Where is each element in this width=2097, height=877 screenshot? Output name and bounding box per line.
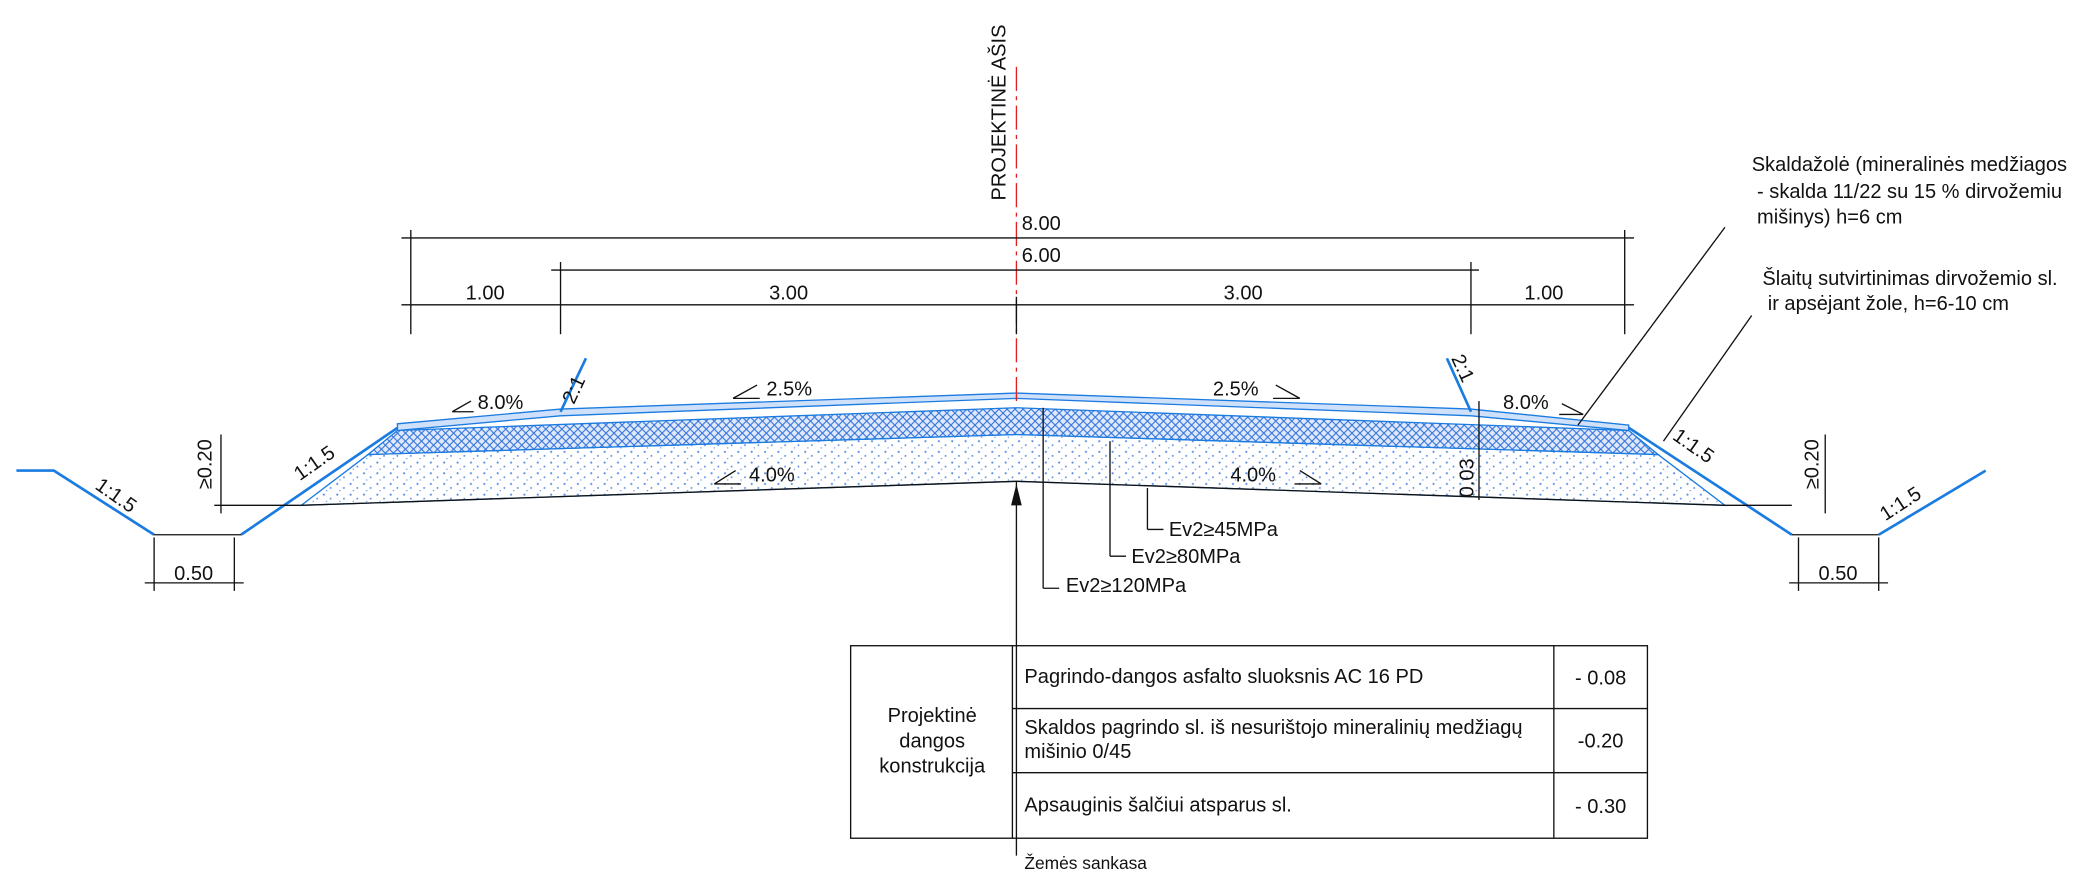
note: - skalda 11/22 su 15 % dirvožemiu [1757,181,2062,203]
table-cell: -0.20 [1578,730,1624,752]
dim: 3.00 [769,282,808,304]
modulus: Ev2≥45MPa [1169,519,1279,541]
slope: 8.0% [478,392,524,414]
slope: 1:1.5 [290,442,339,486]
slope: 1:1.5 [1876,483,1925,526]
modulus: Ev2≥80MPa [1131,546,1241,568]
dim: 1.00 [466,282,505,304]
footer: Žemės sankasa [1024,853,1147,873]
dim: 1.00 [1524,282,1563,304]
slope: 4.0% [1230,464,1276,486]
table-header: dangos [899,730,965,752]
slope: 2:1 [1446,351,1478,386]
modulus: Ev2≥120MPa [1066,575,1187,597]
dim: 6.00 [1022,245,1061,267]
note: Skaldažolė (mineralinės medžiagos [1752,154,2067,176]
axis-label: PROJEKTINĖ AŠIS [988,25,1011,201]
table-cell: mišinio 0/45 [1024,741,1131,763]
dim: ≥0.20 [195,439,217,489]
dim: 0.50 [1819,563,1858,585]
slope: 4.0% [749,464,795,486]
table-cell: - 0.30 [1575,796,1626,818]
dim: 3.00 [1224,282,1263,304]
table-cell: - 0.08 [1575,667,1626,689]
table-cell: Skaldos pagrindo sl. iš nesurištojo mine… [1024,717,1522,739]
slope: 1:1.5 [1669,425,1718,469]
slope: 2.5% [766,379,812,401]
table-header: Projektinė [888,705,977,727]
note: mišinys) h=6 cm [1757,206,1902,228]
slope: 2:1 [558,373,590,408]
dim: 0.50 [174,563,213,585]
note: ir apsėjant žole, h=6-10 cm [1768,293,2009,315]
cross-section: PROJEKTINĖ AŠIS 8.00 6.00 1.00 3.00 3.00… [0,0,2097,877]
page: PROJEKTINĖ AŠIS 8.00 6.00 1.00 3.00 3.00… [0,0,2097,877]
note: Šlaitų sutvirtinimas dirvožemio sl. [1762,267,2057,290]
dim: 0.03 [1457,458,1479,497]
dim: 8.00 [1022,213,1061,235]
dim: ≥0.20 [1802,439,1824,489]
slope: 2.5% [1213,379,1259,401]
table-cell: Apsauginis šalčiui atsparus sl. [1024,794,1291,816]
table-header: konstrukcija [879,756,986,778]
table-cell: Pagrindo-dangos asfalto sluoksnis AC 16 … [1024,666,1423,688]
slope: 8.0% [1503,392,1549,414]
